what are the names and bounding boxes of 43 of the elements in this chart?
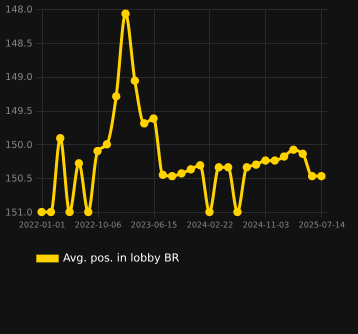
point	[130, 76, 140, 85]
y-tick-label: 148.5	[5, 38, 32, 50]
point	[158, 170, 168, 179]
y-tick-label: 148.0	[5, 4, 32, 16]
y-tick-label: 149.5	[5, 106, 32, 117]
x-tick-label: 2022-01-01	[18, 220, 66, 230]
point	[140, 119, 148, 128]
y-tick-label: 150.0	[5, 140, 32, 151]
y-tick-label: 149.0	[5, 72, 32, 84]
point	[177, 169, 186, 178]
point	[84, 208, 92, 216]
point	[46, 208, 56, 216]
point	[298, 150, 307, 158]
point	[280, 152, 288, 161]
point	[93, 146, 102, 156]
point	[102, 140, 112, 149]
point	[252, 160, 260, 169]
point	[242, 163, 251, 172]
point	[112, 92, 120, 100]
point	[270, 156, 279, 165]
point	[261, 156, 270, 165]
point	[317, 172, 326, 180]
point	[186, 165, 196, 174]
x-tick-label: 2025-07-14	[298, 220, 346, 230]
y-tick-label: 151.0	[5, 208, 32, 218]
point	[149, 114, 158, 123]
point	[65, 208, 74, 216]
point	[224, 163, 232, 172]
x-tick-label: 2024-02-22	[186, 220, 234, 230]
point	[308, 172, 316, 180]
legend-label: Avg. pos. in lobby BR	[63, 252, 180, 264]
y-tick-label: 150.5	[5, 174, 32, 185]
point	[233, 208, 242, 216]
x-tick-label: 2023-06-15	[130, 220, 178, 230]
point	[196, 161, 204, 170]
point	[56, 134, 64, 142]
point	[289, 146, 298, 154]
x-tick-label: 2022-10-06	[74, 220, 122, 230]
point	[121, 10, 130, 18]
point	[214, 163, 223, 172]
point	[168, 172, 176, 180]
x-tick-label: 2024-11-03	[242, 220, 290, 230]
point	[74, 159, 84, 168]
